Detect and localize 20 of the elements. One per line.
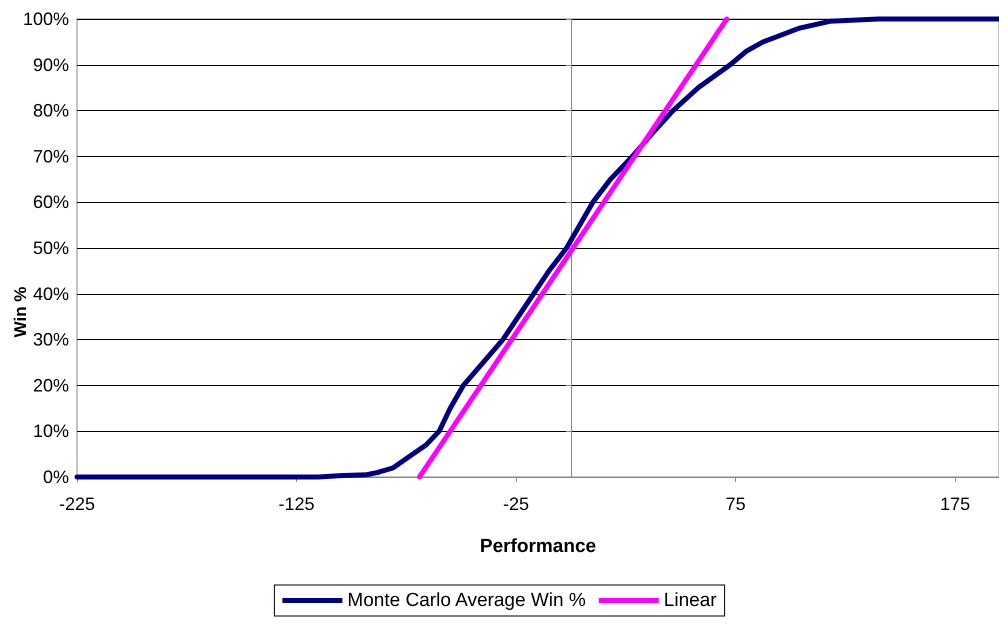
x-tick-label: -25	[503, 494, 530, 514]
y-tick-label: 90%	[32, 54, 69, 75]
legend-label: Linear	[664, 590, 718, 611]
y-tick-label: 10%	[32, 421, 69, 442]
y-axis-title: Win %	[11, 286, 30, 338]
legend-label: Monte Carlo Average Win %	[347, 590, 586, 611]
x-axis-title: Performance	[480, 536, 596, 557]
x-tick-label: -225	[58, 494, 96, 514]
y-tick-label: 70%	[32, 146, 69, 166]
y-tick-label: 60%	[32, 192, 69, 212]
x-tick-label: 175	[940, 494, 970, 514]
y-tick-label: 0%	[42, 467, 69, 487]
y-tick-label: 100%	[22, 9, 69, 29]
x-tick-label: -125	[278, 494, 315, 514]
y-tick-label: 30%	[32, 330, 69, 350]
y-tick-label: 80%	[32, 100, 69, 121]
y-tick-label: 50%	[32, 238, 69, 258]
y-tick-label: 20%	[32, 375, 69, 396]
y-tick-label: 40%	[32, 284, 69, 304]
x-tick-label: 75	[726, 494, 746, 514]
